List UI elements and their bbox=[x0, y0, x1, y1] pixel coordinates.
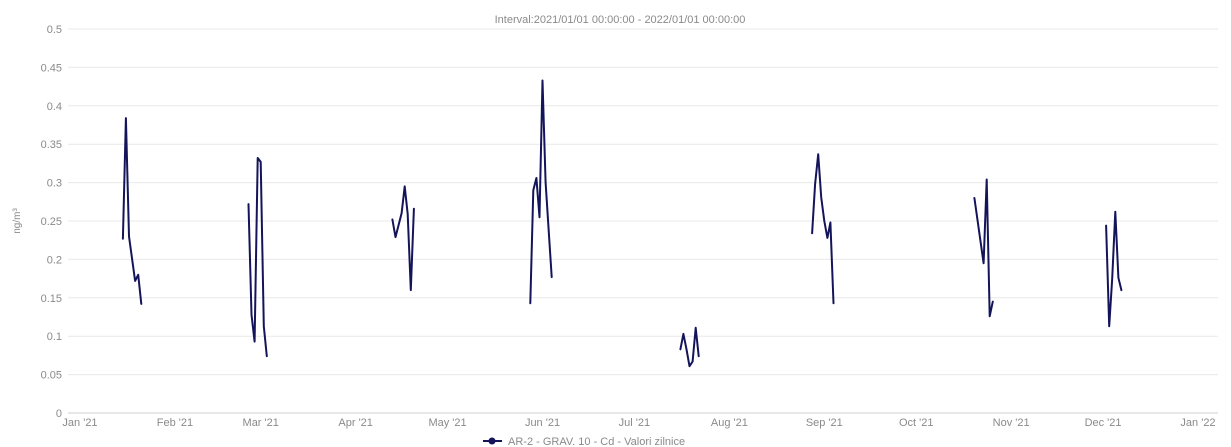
series-line-segment[interactable] bbox=[973, 178, 994, 318]
y-tick-label: 0.35 bbox=[41, 139, 62, 151]
x-tick-label: Jun '21 bbox=[525, 417, 560, 429]
x-tick-label: Jan '22 bbox=[1180, 417, 1215, 429]
legend-label: AR-2 - GRAV. 10 - Cd - Valori zilnice bbox=[508, 436, 685, 447]
x-tick-label: Oct '21 bbox=[899, 417, 934, 429]
series-line-segment[interactable] bbox=[529, 79, 553, 305]
series-line-segment[interactable] bbox=[121, 117, 143, 305]
x-axis: Jan '21 Feb '21 Mar '21 Apr '21 May '21 Jun '… bbox=[62, 417, 1215, 429]
y-tick-label: 0.15 bbox=[41, 293, 62, 305]
series-group bbox=[121, 79, 1123, 368]
y-tick-label: 0.2 bbox=[47, 254, 62, 266]
y-tick-label: 0.25 bbox=[41, 216, 62, 228]
grid bbox=[68, 28, 1218, 414]
series-line-segment[interactable] bbox=[811, 153, 835, 305]
series-line-segment[interactable] bbox=[1105, 210, 1123, 328]
y-tick-label: 0.1 bbox=[47, 331, 62, 343]
y-tick-label: 0.05 bbox=[41, 370, 62, 382]
legend[interactable]: AR-2 - GRAV. 10 - Cd - Valori zilnice bbox=[483, 436, 685, 447]
chart-title: Interval:2021/01/01 00:00:00 - 2022/01/0… bbox=[495, 14, 746, 26]
x-tick-label: May '21 bbox=[428, 417, 466, 429]
x-tick-label: Feb '21 bbox=[157, 417, 193, 429]
y-axis-label: ng/m³ bbox=[12, 208, 23, 234]
x-tick-label: Jan '21 bbox=[62, 417, 97, 429]
x-tick-label: Jul '21 bbox=[619, 417, 650, 429]
x-tick-label: Dec '21 bbox=[1085, 417, 1122, 429]
y-tick-label: 0.4 bbox=[47, 101, 62, 113]
x-tick-label: Apr '21 bbox=[338, 417, 373, 429]
series-line-segment[interactable] bbox=[247, 157, 268, 358]
y-tick-label: 0.45 bbox=[41, 62, 62, 74]
x-tick-label: Mar '21 bbox=[243, 417, 279, 429]
y-tick-label: 0.5 bbox=[47, 24, 62, 36]
x-tick-label: Nov '21 bbox=[993, 417, 1030, 429]
series-line-segment[interactable] bbox=[391, 185, 415, 292]
series-line-segment[interactable] bbox=[679, 326, 700, 368]
y-tick-label: 0.3 bbox=[47, 178, 62, 190]
x-tick-label: Sep '21 bbox=[806, 417, 843, 429]
y-axis: 0 0.05 0.1 0.15 0.2 0.25 0.3 0.35 0.4 0.45 0.5 bbox=[41, 24, 62, 420]
y-tick-label: 0 bbox=[56, 408, 62, 420]
x-tick-label: Aug '21 bbox=[711, 417, 748, 429]
legend-marker-dot bbox=[488, 437, 496, 445]
